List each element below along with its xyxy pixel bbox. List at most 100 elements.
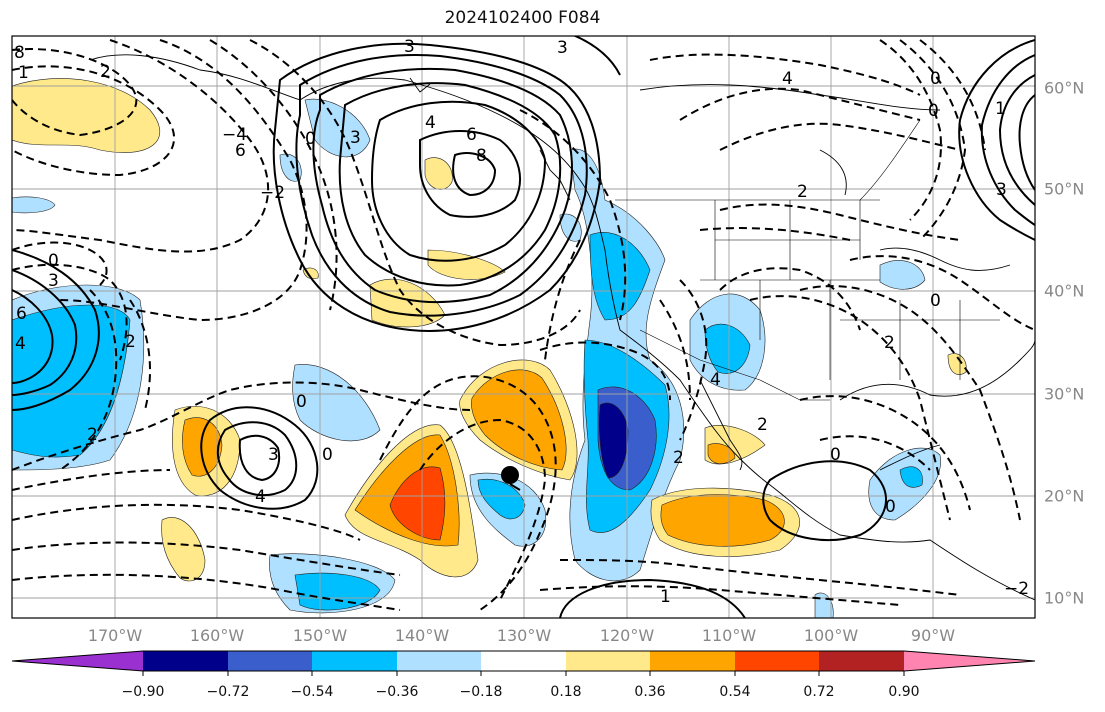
colorbar-segment <box>312 651 397 671</box>
contour-label: −2 <box>260 183 285 203</box>
contour-label: 4 <box>782 69 793 89</box>
contour-label: 2 <box>673 448 684 468</box>
contours-negative <box>12 39 1035 611</box>
colorbar-tick-label: −0.54 <box>290 684 334 700</box>
shade-positive <box>707 443 736 464</box>
contour-label: 3 <box>557 38 568 58</box>
contour-label: 3 <box>996 180 1007 200</box>
contour-label: −4 <box>222 125 247 145</box>
contour-label: 0 <box>305 129 316 149</box>
contour-label: 1 <box>660 587 671 607</box>
longitude-label: 120°W <box>599 626 655 645</box>
colorbar-segment <box>735 651 819 671</box>
shade-positive <box>660 494 785 547</box>
colorbar-extend-low <box>12 651 143 671</box>
contour-label: 0 <box>928 101 939 121</box>
shade-negative <box>477 478 526 520</box>
colorbar-tick-label: 0.18 <box>550 684 582 700</box>
colorbar-segment <box>566 651 650 671</box>
storm-center-tail <box>509 483 521 491</box>
contour-label: 3 <box>404 37 415 57</box>
contour-label: 0 <box>296 392 307 412</box>
contour-label: 2 <box>797 182 808 202</box>
colorbar-extend-high <box>904 651 1035 671</box>
contour-label: 2 <box>884 333 895 353</box>
storm-center-marker <box>501 466 519 484</box>
shade-negative <box>12 304 131 458</box>
colorbar-segment <box>650 651 735 671</box>
colorbar-segment <box>481 651 566 671</box>
contour-label: 0 <box>930 291 941 311</box>
colorbar-segment <box>228 651 312 671</box>
contour-label: 3 <box>350 128 361 148</box>
shade-negative <box>899 466 923 488</box>
contour-label: 6 <box>16 304 27 324</box>
contour-label: 8 <box>476 146 487 166</box>
contour-label: 2 <box>87 425 98 445</box>
contour-label: 2 <box>100 62 111 82</box>
contour-label: 4 <box>255 487 266 507</box>
longitude-label: 100°W <box>803 626 859 645</box>
colorbar-segment <box>397 651 481 671</box>
colorbar-tick-label: −0.18 <box>459 684 503 700</box>
shading-layer <box>12 78 967 618</box>
longitude-label: 150°W <box>292 626 348 645</box>
colorbar-tick-label: 0.90 <box>888 684 920 700</box>
contour-label: 2 <box>125 332 136 352</box>
plot-frame <box>11 35 1036 619</box>
longitude-label: 130°W <box>496 626 552 645</box>
colorbar <box>11 650 1036 676</box>
shade-negative <box>598 402 629 479</box>
longitude-label: 90°W <box>910 626 956 645</box>
shade-negative <box>879 260 926 290</box>
colorbar-segment <box>819 651 904 671</box>
map-title: 2024102400 F084 <box>444 8 601 28</box>
contour-labels: 3 3 2 4 6 8 2 3 0 −2 −4 6 1 0 2 4 2 3 4 … <box>14 37 1029 607</box>
colorbar-tick-label: −0.72 <box>206 684 250 700</box>
contour-label: 6 <box>466 125 477 145</box>
shade-positive <box>427 249 506 280</box>
shade-positive <box>424 157 453 190</box>
colorbar-tick-label: 0.36 <box>634 684 666 700</box>
colorbar-segment <box>143 651 228 671</box>
shade-negative <box>304 98 371 158</box>
shade-negative <box>12 196 56 214</box>
contour-label: 3 <box>48 271 59 291</box>
contour-label: 4 <box>710 370 721 390</box>
shade-negative <box>294 572 381 611</box>
colorbar-tick-label: 0.54 <box>719 684 751 700</box>
contour-label: −2 <box>1004 579 1029 599</box>
longitude-label: 110°W <box>701 626 757 645</box>
contour-label: 6 <box>235 141 246 161</box>
latitude-label: 10°N <box>1044 588 1085 608</box>
shade-negative <box>589 232 651 321</box>
contour-label: 3 <box>268 445 279 465</box>
latitude-label: 60°N <box>1044 78 1085 98</box>
contour-label: 4 <box>15 334 26 354</box>
contour-label: 4 <box>425 113 436 133</box>
latitude-label: 30°N <box>1044 384 1085 404</box>
shade-positive <box>947 353 967 375</box>
contour-label: 0 <box>48 251 59 271</box>
longitude-label: 140°W <box>394 626 450 645</box>
shade-positive <box>389 466 446 541</box>
latitude-label: 50°N <box>1044 179 1085 199</box>
contour-label: 0 <box>830 445 841 465</box>
colorbar-tick-label: −0.90 <box>121 684 165 700</box>
contour-label: 8 <box>14 43 25 63</box>
colorbar-tick-label: −0.36 <box>375 684 419 700</box>
longitude-label: 160°W <box>189 626 245 645</box>
borders <box>615 119 1000 401</box>
latitude-label: 20°N <box>1044 486 1085 506</box>
contour-label: 0 <box>885 497 896 517</box>
contour-label: 0 <box>322 445 333 465</box>
shade-positive <box>471 369 567 471</box>
contour-label: 1 <box>995 99 1006 119</box>
contours-positive <box>12 36 1035 618</box>
longitude-label: 170°W <box>87 626 143 645</box>
shade-positive <box>12 78 161 153</box>
contour-label: 1 <box>18 63 29 83</box>
latitude-label: 40°N <box>1044 281 1085 301</box>
contour-label: 2 <box>757 415 768 435</box>
